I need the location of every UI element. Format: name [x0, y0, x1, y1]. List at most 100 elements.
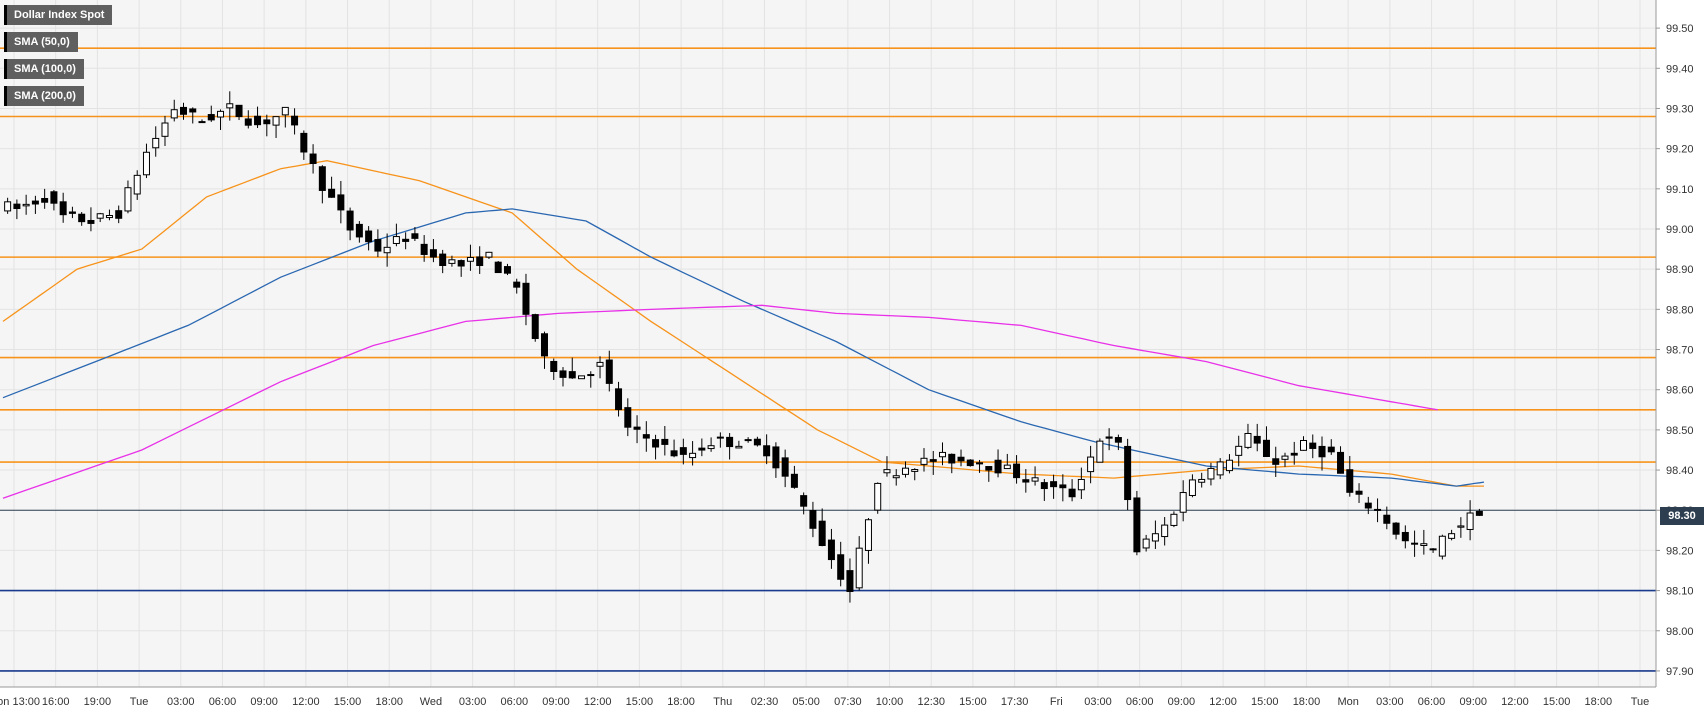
candle-body	[735, 445, 743, 449]
legend-sma-200[interactable]: SMA (200,0)	[4, 86, 84, 106]
candle	[1327, 439, 1335, 455]
candle-body	[4, 201, 12, 212]
candle-body	[263, 119, 271, 125]
candle	[1346, 455, 1354, 497]
candle	[596, 356, 604, 379]
candle	[568, 357, 576, 379]
candle-body	[392, 236, 400, 244]
time-tick-label: Fri	[1050, 696, 1063, 708]
candle	[735, 440, 743, 449]
candle	[939, 442, 947, 466]
candle-body	[254, 115, 262, 126]
price-tick-label: 97.90	[1666, 666, 1694, 678]
time-tick-label: 03:00	[459, 696, 487, 708]
candle	[1142, 534, 1150, 552]
candle-body	[1355, 490, 1363, 495]
candle	[87, 207, 95, 232]
candle	[300, 130, 308, 160]
candle	[402, 232, 410, 250]
candle-body	[1077, 478, 1085, 491]
price-tick-label: 99.20	[1666, 144, 1694, 156]
time-tick-label: 06:00	[501, 696, 529, 708]
time-tick-label: 03:00	[1376, 696, 1404, 708]
candle-body	[217, 110, 225, 118]
candle-body	[1457, 525, 1465, 528]
legend-sma-50-label: SMA (50,0)	[14, 36, 70, 48]
candle-body	[698, 447, 706, 451]
candle	[1392, 522, 1400, 540]
time-tick-label: 15:00	[626, 696, 654, 708]
candle-body	[1411, 542, 1419, 545]
candle-body	[855, 547, 863, 589]
candle	[587, 371, 595, 388]
candle	[383, 233, 391, 267]
candle-body	[550, 360, 558, 372]
candle-body	[1031, 477, 1039, 482]
candle	[670, 439, 678, 458]
candle-body	[328, 188, 336, 198]
legend-symbol[interactable]: Dollar Index Spot	[4, 5, 113, 25]
time-tick-label: 12:00	[292, 696, 320, 708]
candle-body	[1096, 440, 1104, 463]
legend-sma-50[interactable]: SMA (50,0)	[4, 32, 78, 52]
candle	[1262, 426, 1270, 458]
candle	[1068, 479, 1076, 502]
candle-body	[1216, 461, 1224, 476]
candle-body	[1179, 492, 1187, 513]
candle	[263, 114, 271, 137]
candle-body	[568, 371, 576, 379]
candle	[1133, 490, 1141, 556]
candle-body	[939, 451, 947, 458]
sma-lines	[2, 160, 1485, 499]
candle-body	[1438, 535, 1446, 557]
candle	[1188, 474, 1196, 498]
candle	[689, 441, 697, 466]
candle-body	[411, 233, 419, 239]
candle-body	[1337, 451, 1345, 474]
candle-body	[522, 282, 530, 315]
time-tick-label: 18:00	[667, 696, 695, 708]
price-tick-label: 98.80	[1666, 304, 1694, 316]
candle-body	[1420, 543, 1428, 546]
time-tick-label: 09:00	[542, 696, 570, 708]
candle-body	[59, 201, 67, 216]
candle	[485, 251, 493, 260]
candle	[78, 212, 86, 226]
candle-body	[689, 452, 697, 459]
time-tick-label: 18:00	[1293, 696, 1321, 708]
candle-body	[559, 370, 567, 378]
legend-sma-100[interactable]: SMA (100,0)	[4, 59, 84, 79]
candle-body	[1475, 510, 1483, 516]
candle-body	[152, 137, 160, 149]
candle-body	[142, 151, 150, 176]
candle	[911, 468, 919, 481]
candle	[1087, 445, 1095, 484]
candle-body	[1253, 435, 1261, 444]
candle	[763, 434, 771, 465]
candle-body	[50, 191, 58, 204]
time-tick-label: Thu	[713, 696, 732, 708]
candle-body	[1124, 445, 1132, 501]
candle-body	[105, 215, 113, 219]
candle	[781, 449, 789, 488]
candle	[892, 469, 900, 486]
price-tick-label: 98.20	[1666, 545, 1694, 557]
candle	[392, 223, 400, 247]
time-tick-label: 05:00	[792, 696, 820, 708]
candle	[254, 106, 262, 129]
candle-body	[1105, 436, 1113, 439]
candle	[1374, 498, 1382, 523]
time-tick-label: 09:00	[250, 696, 278, 708]
candle	[1013, 455, 1021, 484]
candle	[1290, 441, 1298, 465]
price-tick-label: 99.30	[1666, 103, 1694, 115]
candle-body	[439, 253, 447, 267]
candle-body	[1133, 497, 1141, 553]
time-tick-label: 09:00	[1168, 696, 1196, 708]
candle-body	[744, 439, 752, 442]
candle	[4, 197, 12, 214]
candle	[68, 206, 76, 219]
time-tick-label: 02:30	[751, 696, 779, 708]
candle-body	[716, 436, 724, 439]
candle	[439, 249, 447, 274]
